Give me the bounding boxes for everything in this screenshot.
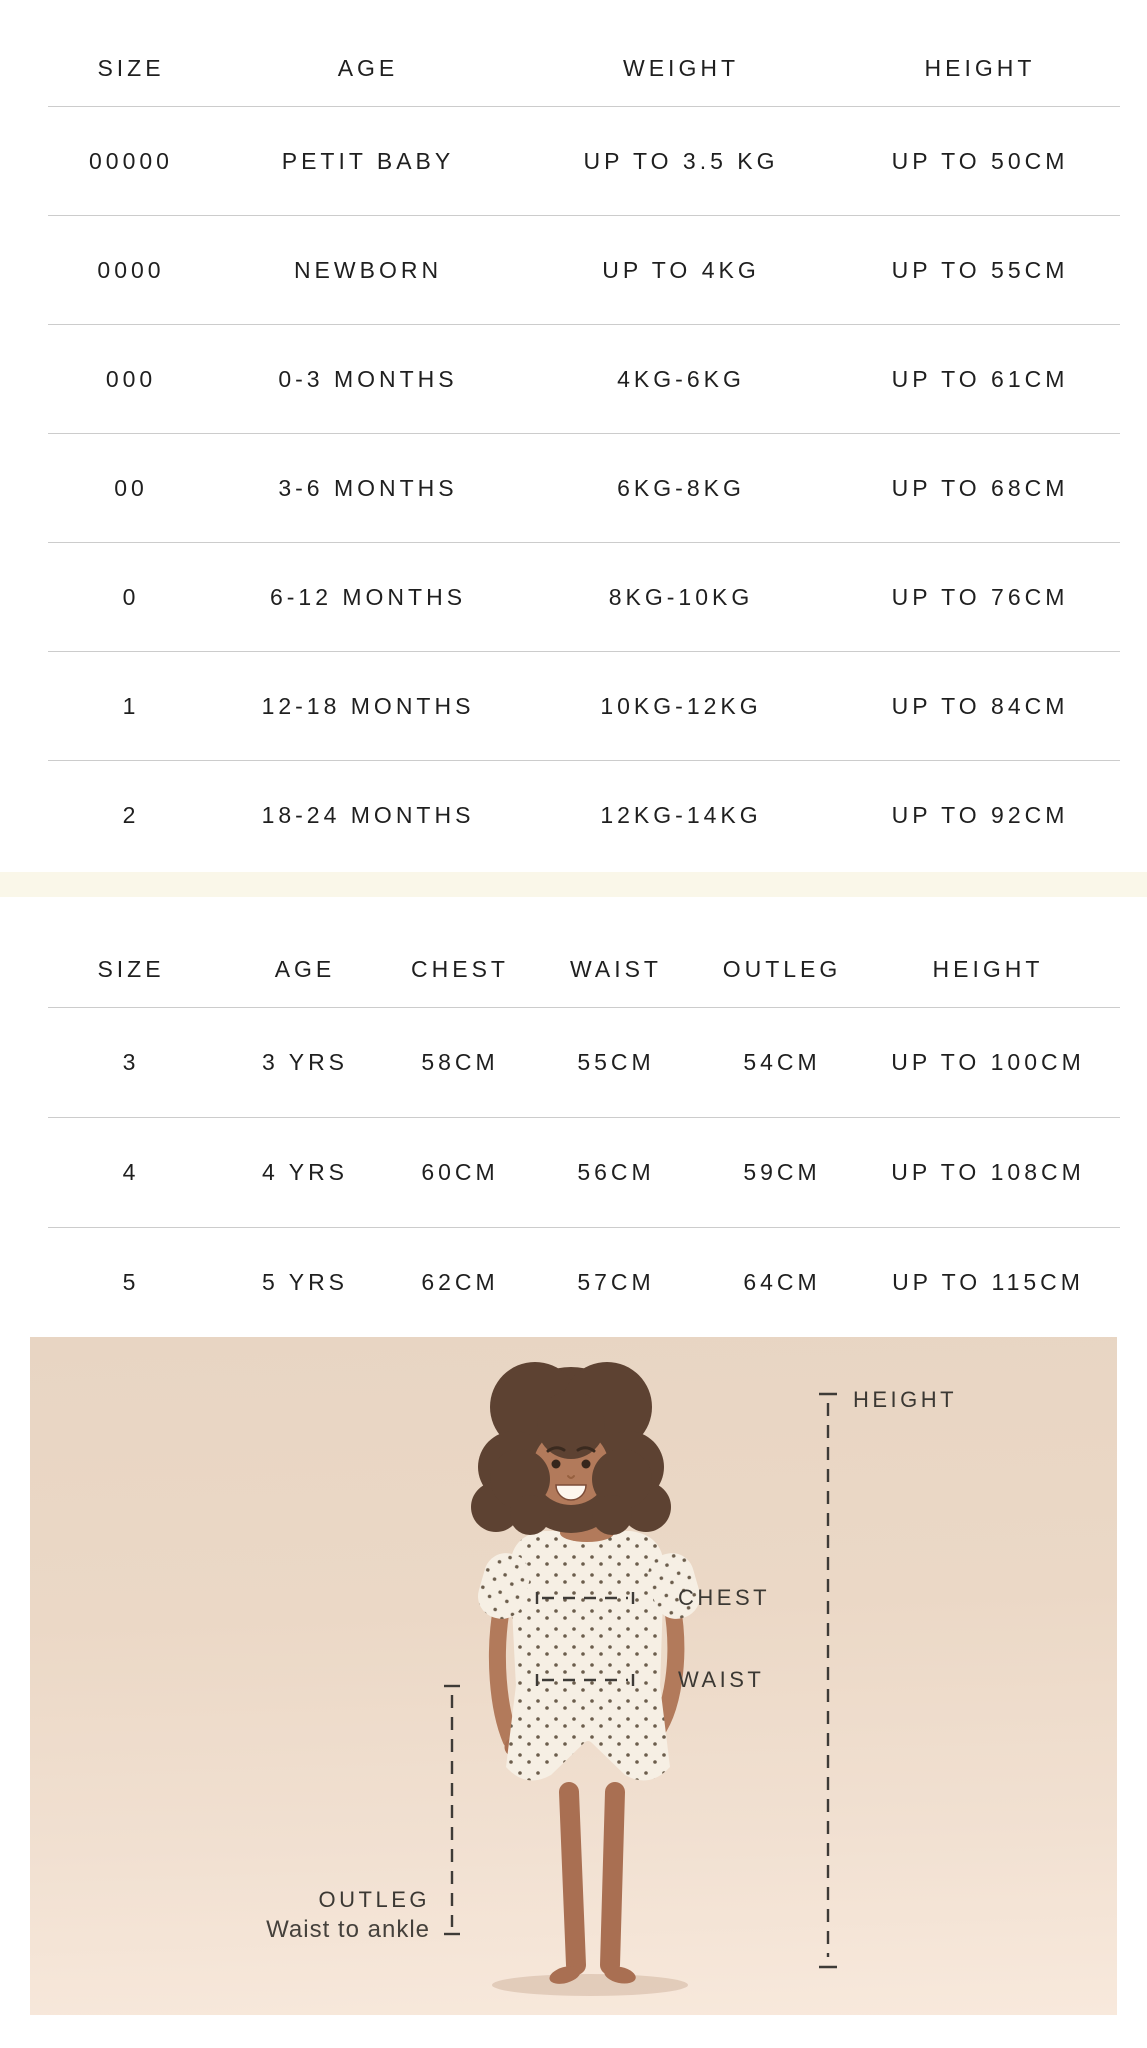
table-cell: 5 YRS (261, 1269, 349, 1295)
table-cell: 56CM (577, 1159, 655, 1185)
tshirt-sleeve-right (648, 1553, 700, 1619)
column-header: HEIGHT (924, 55, 1036, 81)
column-header: OUTLEG (722, 956, 842, 982)
child-face-features (546, 1446, 596, 1501)
table-cell: 4 (122, 1159, 140, 1185)
table-row: 4 4 YRS 60CM 56CM 59CM UP TO 108CM (48, 1117, 1120, 1227)
table-cell: UP TO 92CM (891, 801, 1069, 828)
table-cell: UP TO 84CM (891, 692, 1069, 719)
child-feet (549, 1966, 636, 1984)
kids-table-header-row: SIZE AGE CHEST WAIST OUTLEG HEIGHT (48, 897, 1120, 1007)
table-cell: 4KG-6KG (617, 365, 745, 392)
table-cell: 62CM (421, 1269, 499, 1295)
table-cell: UP TO 108CM (891, 1159, 1085, 1185)
chest-measurement-line (535, 1592, 635, 1604)
height-label: HEIGHT (853, 1387, 958, 1412)
table-row: 00000 PETIT BABY UP TO 3.5 KG UP TO 50CM (48, 106, 1120, 215)
chest-label: CHEST (678, 1585, 771, 1610)
column-header: WAIST (570, 956, 662, 982)
kids-table-body: 3 3 YRS 58CM 55CM 54CM UP TO 100CM 4 4 YRS 60CM 5… (48, 1007, 1120, 1337)
waist-measurement-line (535, 1674, 635, 1686)
table-cell: 58CM (421, 1049, 499, 1075)
kids-size-table: SIZE AGE CHEST WAIST OUTLEG HEIGHT 3 3 YRS 58CM… (48, 897, 1120, 1337)
table-cell: PETIT BABY (281, 147, 455, 174)
table-cell: 00 (114, 474, 148, 501)
table-row: 3 3 YRS 58CM 55CM 54CM UP TO 100CM (48, 1007, 1120, 1117)
table-cell: 3 (122, 1049, 140, 1075)
child-legs (559, 1782, 625, 1975)
baby-table-body: 00000 PETIT BABY UP TO 3.5 KG UP TO 50CM 000… (48, 106, 1120, 869)
table-row: 5 5 YRS 62CM 57CM 64CM UP TO 115CM (48, 1227, 1120, 1337)
table-cell: 54CM (743, 1049, 821, 1075)
child-illustration (444, 1362, 837, 1996)
column-header: SIZE (97, 956, 165, 982)
table-cell: 1 (122, 692, 140, 719)
table-row: 0000 NEWBORN UP TO 4KG UP TO 55CM (48, 215, 1120, 324)
table-cell: 8KG-10KG (608, 583, 754, 610)
column-header: AGE (337, 55, 399, 81)
table-cell: UP TO 50CM (891, 147, 1069, 174)
table-cell: 3 YRS (261, 1049, 349, 1075)
divider-band (0, 872, 1147, 897)
table-cell: 57CM (577, 1269, 655, 1295)
table-cell: 000 (105, 365, 157, 392)
table-cell: 6KG-8KG (617, 474, 745, 501)
outleg-measurement-line (444, 1684, 460, 1936)
table-row: 0 6-12 MONTHS 8KG-10KG UP TO 76CM (48, 542, 1120, 651)
table-row: 2 18-24 MONTHS 12KG-14KG UP TO 92CM (48, 760, 1120, 869)
table-cell: 00000 (89, 147, 173, 174)
outleg-caption: Waist to ankle (266, 1916, 430, 1943)
waist-label: WAIST (678, 1667, 765, 1692)
measurement-diagram-photo: HEIGHT CHEST WAIST OUTLEG Waist to ankle (30, 1337, 1117, 2015)
table-cell: 60CM (421, 1159, 499, 1185)
tshirt-sleeve-left (478, 1553, 530, 1619)
table-cell: NEWBORN (293, 256, 443, 283)
column-header: CHEST (411, 956, 509, 982)
table-cell: 12KG-14KG (600, 801, 762, 828)
child-shorts (506, 1685, 670, 1781)
baby-table-header-row: SIZE AGE WEIGHT HEIGHT (48, 0, 1120, 106)
table-cell: UP TO 4KG (602, 256, 760, 283)
outleg-label: OUTLEG (318, 1887, 430, 1912)
column-header: HEIGHT (932, 956, 1044, 982)
table-cell: 0-3 MONTHS (278, 365, 458, 392)
table-cell: UP TO 55CM (891, 256, 1069, 283)
table-cell: 2 (122, 801, 140, 828)
table-cell: 5 (122, 1269, 140, 1295)
table-cell: 64CM (743, 1269, 821, 1295)
table-cell: UP TO 3.5 KG (583, 147, 779, 174)
table-cell: 59CM (743, 1159, 821, 1185)
table-row: 1 12-18 MONTHS 10KG-12KG UP TO 84CM (48, 651, 1120, 760)
floor-shadow (492, 1974, 688, 1996)
table-cell: UP TO 115CM (892, 1269, 1084, 1295)
column-header: WEIGHT (623, 55, 739, 81)
table-cell: 3-6 MONTHS (278, 474, 458, 501)
table-cell: 55CM (577, 1049, 655, 1075)
column-header: SIZE (97, 55, 165, 81)
table-cell: UP TO 61CM (891, 365, 1069, 392)
table-row: 000 0-3 MONTHS 4KG-6KG UP TO 61CM (48, 324, 1120, 433)
height-measurement-line (819, 1392, 837, 1969)
child-hair-curls (490, 1391, 652, 1535)
column-header: AGE (274, 956, 336, 982)
child-tshirt (510, 1531, 664, 1687)
table-cell: UP TO 68CM (891, 474, 1069, 501)
table-cell: UP TO 76CM (891, 583, 1069, 610)
table-cell: 18-24 MONTHS (261, 801, 475, 828)
baby-size-table: SIZE AGE WEIGHT HEIGHT 00000 PETIT BABY UP TO… (48, 0, 1120, 869)
table-cell: 6-12 MONTHS (269, 583, 467, 610)
table-cell: 12-18 MONTHS (261, 692, 475, 719)
table-row: 00 3-6 MONTHS 6KG-8KG UP TO 68CM (48, 433, 1120, 542)
table-cell: 10KG-12KG (600, 692, 762, 719)
table-cell: 4 YRS (261, 1159, 349, 1185)
table-cell: 0 (122, 583, 140, 610)
table-cell: 0000 (97, 256, 165, 283)
table-cell: UP TO 100CM (891, 1049, 1085, 1075)
